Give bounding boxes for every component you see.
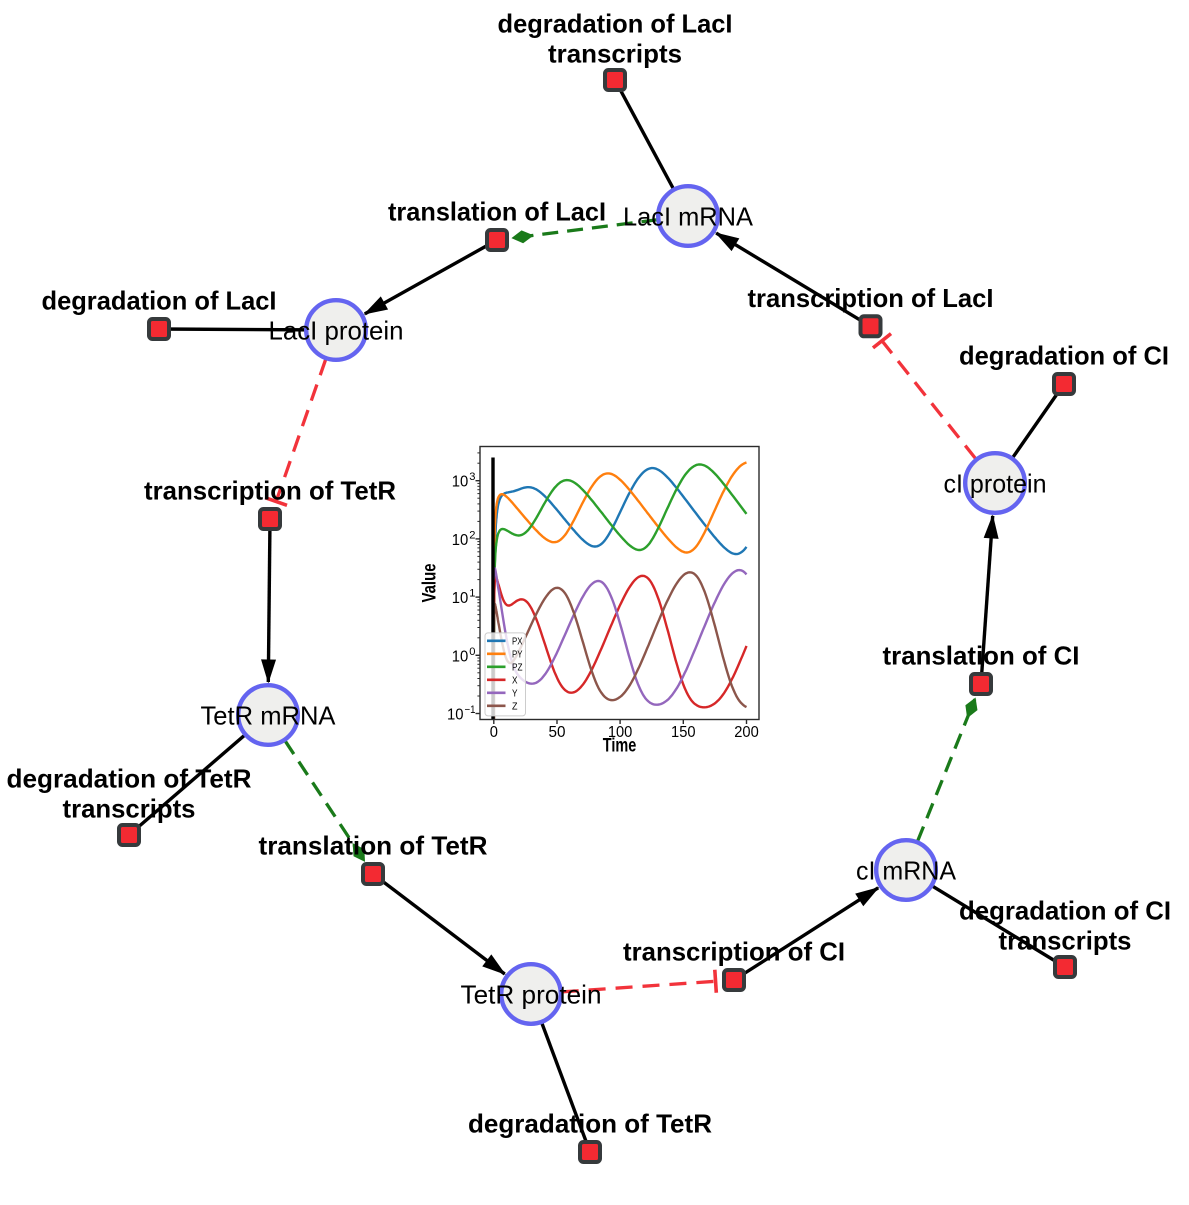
svg-text:degradation of LacI: degradation of LacI [498, 9, 733, 39]
svg-text:Y: Y [512, 688, 518, 699]
svg-text:2: 2 [469, 529, 475, 541]
svg-text:transcription of TetR: transcription of TetR [144, 476, 396, 506]
svg-text:Z: Z [512, 701, 518, 712]
svg-text:degradation of LacI: degradation of LacI [42, 286, 277, 316]
svg-text:transcripts: transcripts [999, 926, 1132, 956]
svg-text:10: 10 [452, 648, 469, 665]
svg-text:10: 10 [452, 590, 469, 607]
svg-text:LacI mRNA: LacI mRNA [623, 202, 754, 232]
svg-text:TetR protein: TetR protein [461, 980, 602, 1010]
svg-text:transcription of CI: transcription of CI [623, 937, 845, 967]
svg-text:200: 200 [734, 724, 759, 741]
svg-text:transcripts: transcripts [548, 39, 682, 69]
svg-text:transcription of LacI: transcription of LacI [748, 283, 994, 313]
svg-text:10: 10 [452, 474, 469, 491]
svg-text:translation of CI: translation of CI [883, 641, 1080, 671]
svg-text:transcripts: transcripts [63, 794, 196, 824]
svg-text:3: 3 [469, 471, 475, 483]
svg-text:degradation of CI: degradation of CI [959, 341, 1169, 371]
svg-text:1: 1 [469, 588, 475, 600]
svg-text:0: 0 [490, 724, 498, 741]
svg-text:150: 150 [671, 724, 696, 741]
svg-text:10: 10 [447, 707, 464, 724]
svg-text:PX: PX [512, 636, 523, 647]
svg-text:−1: −1 [465, 704, 476, 716]
svg-text:LacI protein: LacI protein [269, 316, 404, 346]
svg-text:translation of TetR: translation of TetR [259, 831, 488, 861]
svg-text:PZ: PZ [512, 662, 523, 673]
svg-text:0: 0 [469, 646, 475, 658]
svg-text:degradation of TetR: degradation of TetR [468, 1109, 712, 1139]
svg-text:100: 100 [608, 724, 633, 741]
svg-text:degradation of TetR: degradation of TetR [7, 764, 252, 794]
svg-text:X: X [512, 675, 518, 686]
svg-text:PY: PY [512, 649, 523, 660]
svg-text:cI mRNA: cI mRNA [856, 856, 957, 886]
svg-text:50: 50 [549, 724, 566, 741]
svg-text:10: 10 [452, 532, 469, 549]
svg-text:translation of LacI: translation of LacI [388, 197, 606, 227]
svg-text:Value: Value [420, 564, 441, 603]
svg-text:TetR mRNA: TetR mRNA [201, 701, 337, 731]
svg-text:Time: Time [603, 736, 637, 757]
svg-text:cI protein: cI protein [944, 469, 1047, 499]
svg-text:degradation of CI: degradation of CI [959, 896, 1171, 926]
